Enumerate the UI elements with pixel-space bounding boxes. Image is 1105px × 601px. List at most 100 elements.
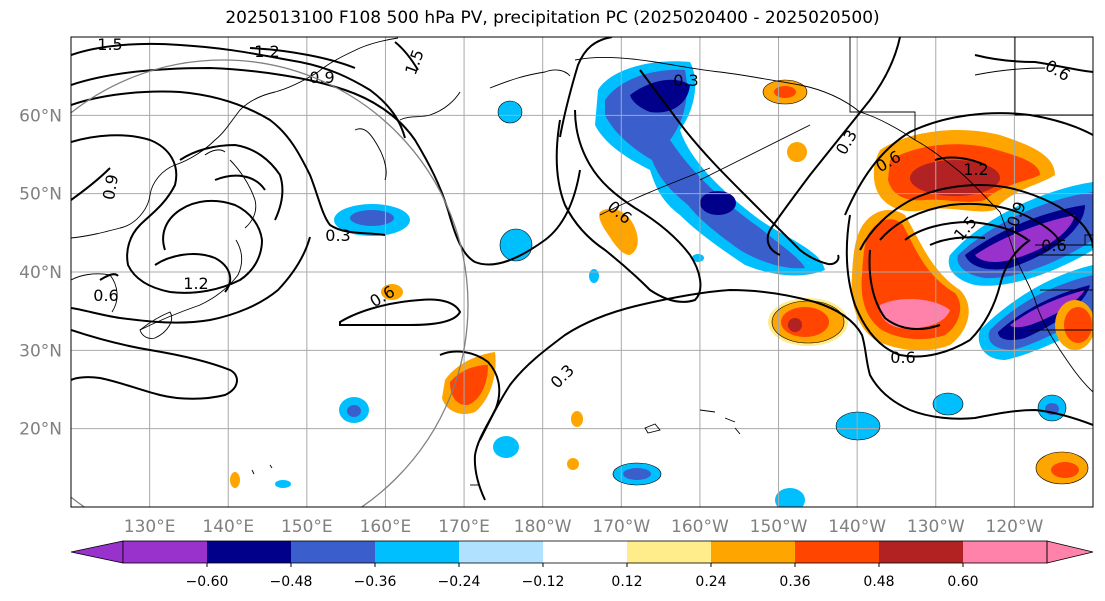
positive-shade (381, 284, 403, 300)
coastline (974, 67, 1046, 76)
pv-contour (766, 37, 901, 256)
pv-contour (934, 156, 986, 166)
colorbar-segment (123, 541, 208, 563)
coastline (999, 211, 1093, 393)
pv-contour (555, 109, 702, 303)
negative-shade (350, 210, 394, 226)
pv-contour (904, 220, 1029, 241)
longitude-label: 170°W (592, 517, 650, 537)
pv-contour (214, 174, 266, 191)
colorbar-tick-label: 0.12 (611, 574, 642, 590)
pv-contour (154, 253, 232, 293)
contour-label: 0.6 (1042, 56, 1074, 85)
pv-contour (71, 167, 111, 201)
negative-shade (933, 393, 963, 415)
negative-shade (1010, 290, 1085, 328)
colorbar-tick-label: −0.36 (354, 574, 397, 590)
coastline (699, 124, 811, 181)
coastlines (71, 37, 1093, 486)
positive-shade (230, 472, 240, 488)
colorbar-segment (207, 541, 292, 563)
shade-edge (1037, 394, 1067, 422)
contour-label: 0.3 (673, 71, 698, 90)
pv-contour (394, 41, 419, 71)
longitude-label: 150°W (750, 517, 808, 537)
coastline (139, 239, 243, 331)
colorbar-tick-label: −0.12 (522, 574, 565, 590)
longitude-label: 120°W (986, 517, 1044, 537)
colorbar-tick-label: 0.48 (863, 574, 894, 590)
pv-contour (71, 90, 386, 236)
negative-shade (589, 269, 599, 283)
coastline (1014, 37, 1093, 116)
contour-label: 0.6 (93, 286, 118, 305)
contour-label: 0.9 (99, 173, 122, 201)
pv-contour (99, 273, 119, 281)
shade-edge (497, 100, 523, 124)
coastline (859, 111, 1001, 213)
colorbar-extend-min (70, 540, 124, 564)
colorbar-segment (459, 541, 544, 563)
pv-contour (929, 236, 986, 246)
longitude-label: 130°W (907, 517, 965, 537)
shade-edge (499, 228, 533, 262)
positive-shade (567, 458, 579, 470)
pv-contour (71, 42, 406, 139)
colorbar-segment (711, 541, 796, 563)
coastline (699, 409, 741, 435)
positive-shade (788, 318, 802, 332)
pv-contour (71, 236, 311, 324)
colorbar-tick-label: −0.60 (186, 574, 229, 590)
latitude-label: 20°N (19, 420, 62, 440)
colorbar-tick-label: 0.36 (779, 574, 810, 590)
pv-contour (639, 69, 840, 266)
coastline (574, 56, 861, 113)
map-frame (70, 36, 1094, 508)
colorbar (70, 540, 1094, 564)
pv-contour (71, 66, 581, 266)
coastline (354, 128, 387, 181)
negative-shade (700, 191, 736, 215)
negative-shade (498, 101, 522, 123)
positive-shade (879, 298, 950, 329)
coastline (71, 37, 399, 239)
colorbar-extend-max (1046, 540, 1094, 564)
colorbar-segment (963, 541, 1048, 563)
pv-contour (974, 54, 1093, 73)
coastline (229, 159, 257, 229)
positive-shade (1064, 307, 1092, 343)
shade-edge (835, 411, 881, 441)
colorbar-segment (543, 541, 628, 563)
pv-contour (868, 249, 941, 331)
coastline (644, 423, 661, 434)
longitude-label: 140°E (202, 517, 254, 537)
contour-label: 0.6 (890, 348, 915, 367)
positive-shade (774, 86, 796, 98)
latitude-label: 50°N (19, 185, 62, 205)
longitude-label: 140°W (828, 517, 886, 537)
shade-edge (762, 79, 808, 105)
negative-shade (493, 436, 519, 458)
pv-contour (162, 199, 264, 294)
pv-contour (559, 37, 613, 138)
contour-label: 1.2 (183, 274, 208, 293)
colorbar-segment (375, 541, 460, 563)
pv-contour (179, 143, 284, 221)
pv-contour (969, 239, 1031, 341)
negative-shade (275, 480, 291, 488)
pv-contour (844, 112, 1093, 216)
negative-shade (692, 254, 704, 262)
latitude-label: 40°N (19, 263, 62, 283)
pv-contour (879, 202, 1061, 243)
coastline (489, 69, 571, 89)
positive-shade (450, 365, 488, 406)
shading-edges (497, 79, 1089, 486)
positive-shade (910, 160, 1000, 196)
coastline (599, 167, 711, 216)
longitude-label: 130°E (124, 517, 176, 537)
pv-contour (845, 214, 971, 358)
pv-contours (71, 37, 1093, 501)
colorbar-tick-label: −0.48 (270, 574, 313, 590)
pv-contour (71, 329, 238, 400)
